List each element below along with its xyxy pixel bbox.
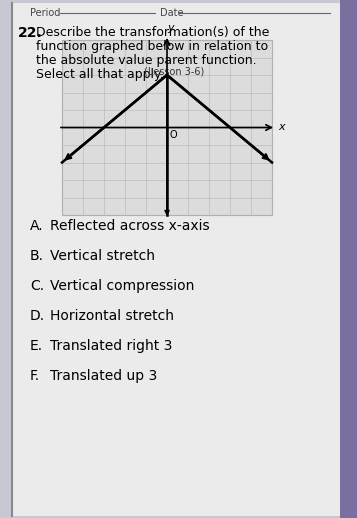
Text: Vertical stretch: Vertical stretch	[50, 249, 155, 263]
Text: D.: D.	[30, 309, 45, 323]
Text: (Lesson 3-6): (Lesson 3-6)	[144, 67, 204, 77]
Text: F.: F.	[30, 369, 40, 383]
Text: Date: Date	[160, 8, 183, 18]
Text: 22.: 22.	[18, 26, 43, 40]
Text: Translated right 3: Translated right 3	[50, 339, 172, 353]
Bar	[340, 0, 357, 518]
Bar	[62, 40, 272, 215]
Text: O: O	[170, 130, 178, 139]
Text: function graphed below in relation to: function graphed below in relation to	[36, 40, 268, 53]
Text: y: y	[168, 23, 174, 33]
Text: B.: B.	[30, 249, 44, 263]
Text: Vertical compression: Vertical compression	[50, 279, 194, 293]
Text: Describe the transformation(s) of the: Describe the transformation(s) of the	[36, 26, 270, 39]
Text: C.: C.	[30, 279, 44, 293]
Text: Horizontal stretch: Horizontal stretch	[50, 309, 174, 323]
Text: the absolute value parent function.: the absolute value parent function.	[36, 54, 257, 67]
Text: x: x	[278, 122, 285, 132]
Text: E.: E.	[30, 339, 43, 353]
Text: A.: A.	[30, 219, 44, 233]
Text: Translated up 3: Translated up 3	[50, 369, 157, 383]
Text: Reflected across x-axis: Reflected across x-axis	[50, 219, 210, 233]
Text: Period: Period	[30, 8, 60, 18]
Text: Select all that apply.: Select all that apply.	[36, 68, 168, 81]
